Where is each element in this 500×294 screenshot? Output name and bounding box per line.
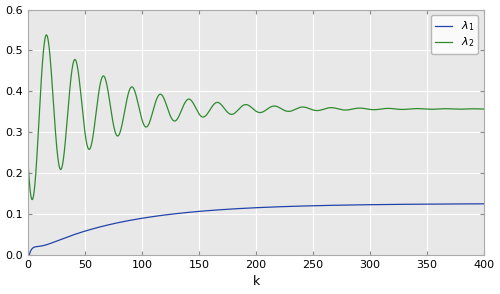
Legend: $\lambda_1$, $\lambda_2$: $\lambda_1$, $\lambda_2$	[430, 15, 478, 54]
X-axis label: k: k	[252, 275, 260, 288]
